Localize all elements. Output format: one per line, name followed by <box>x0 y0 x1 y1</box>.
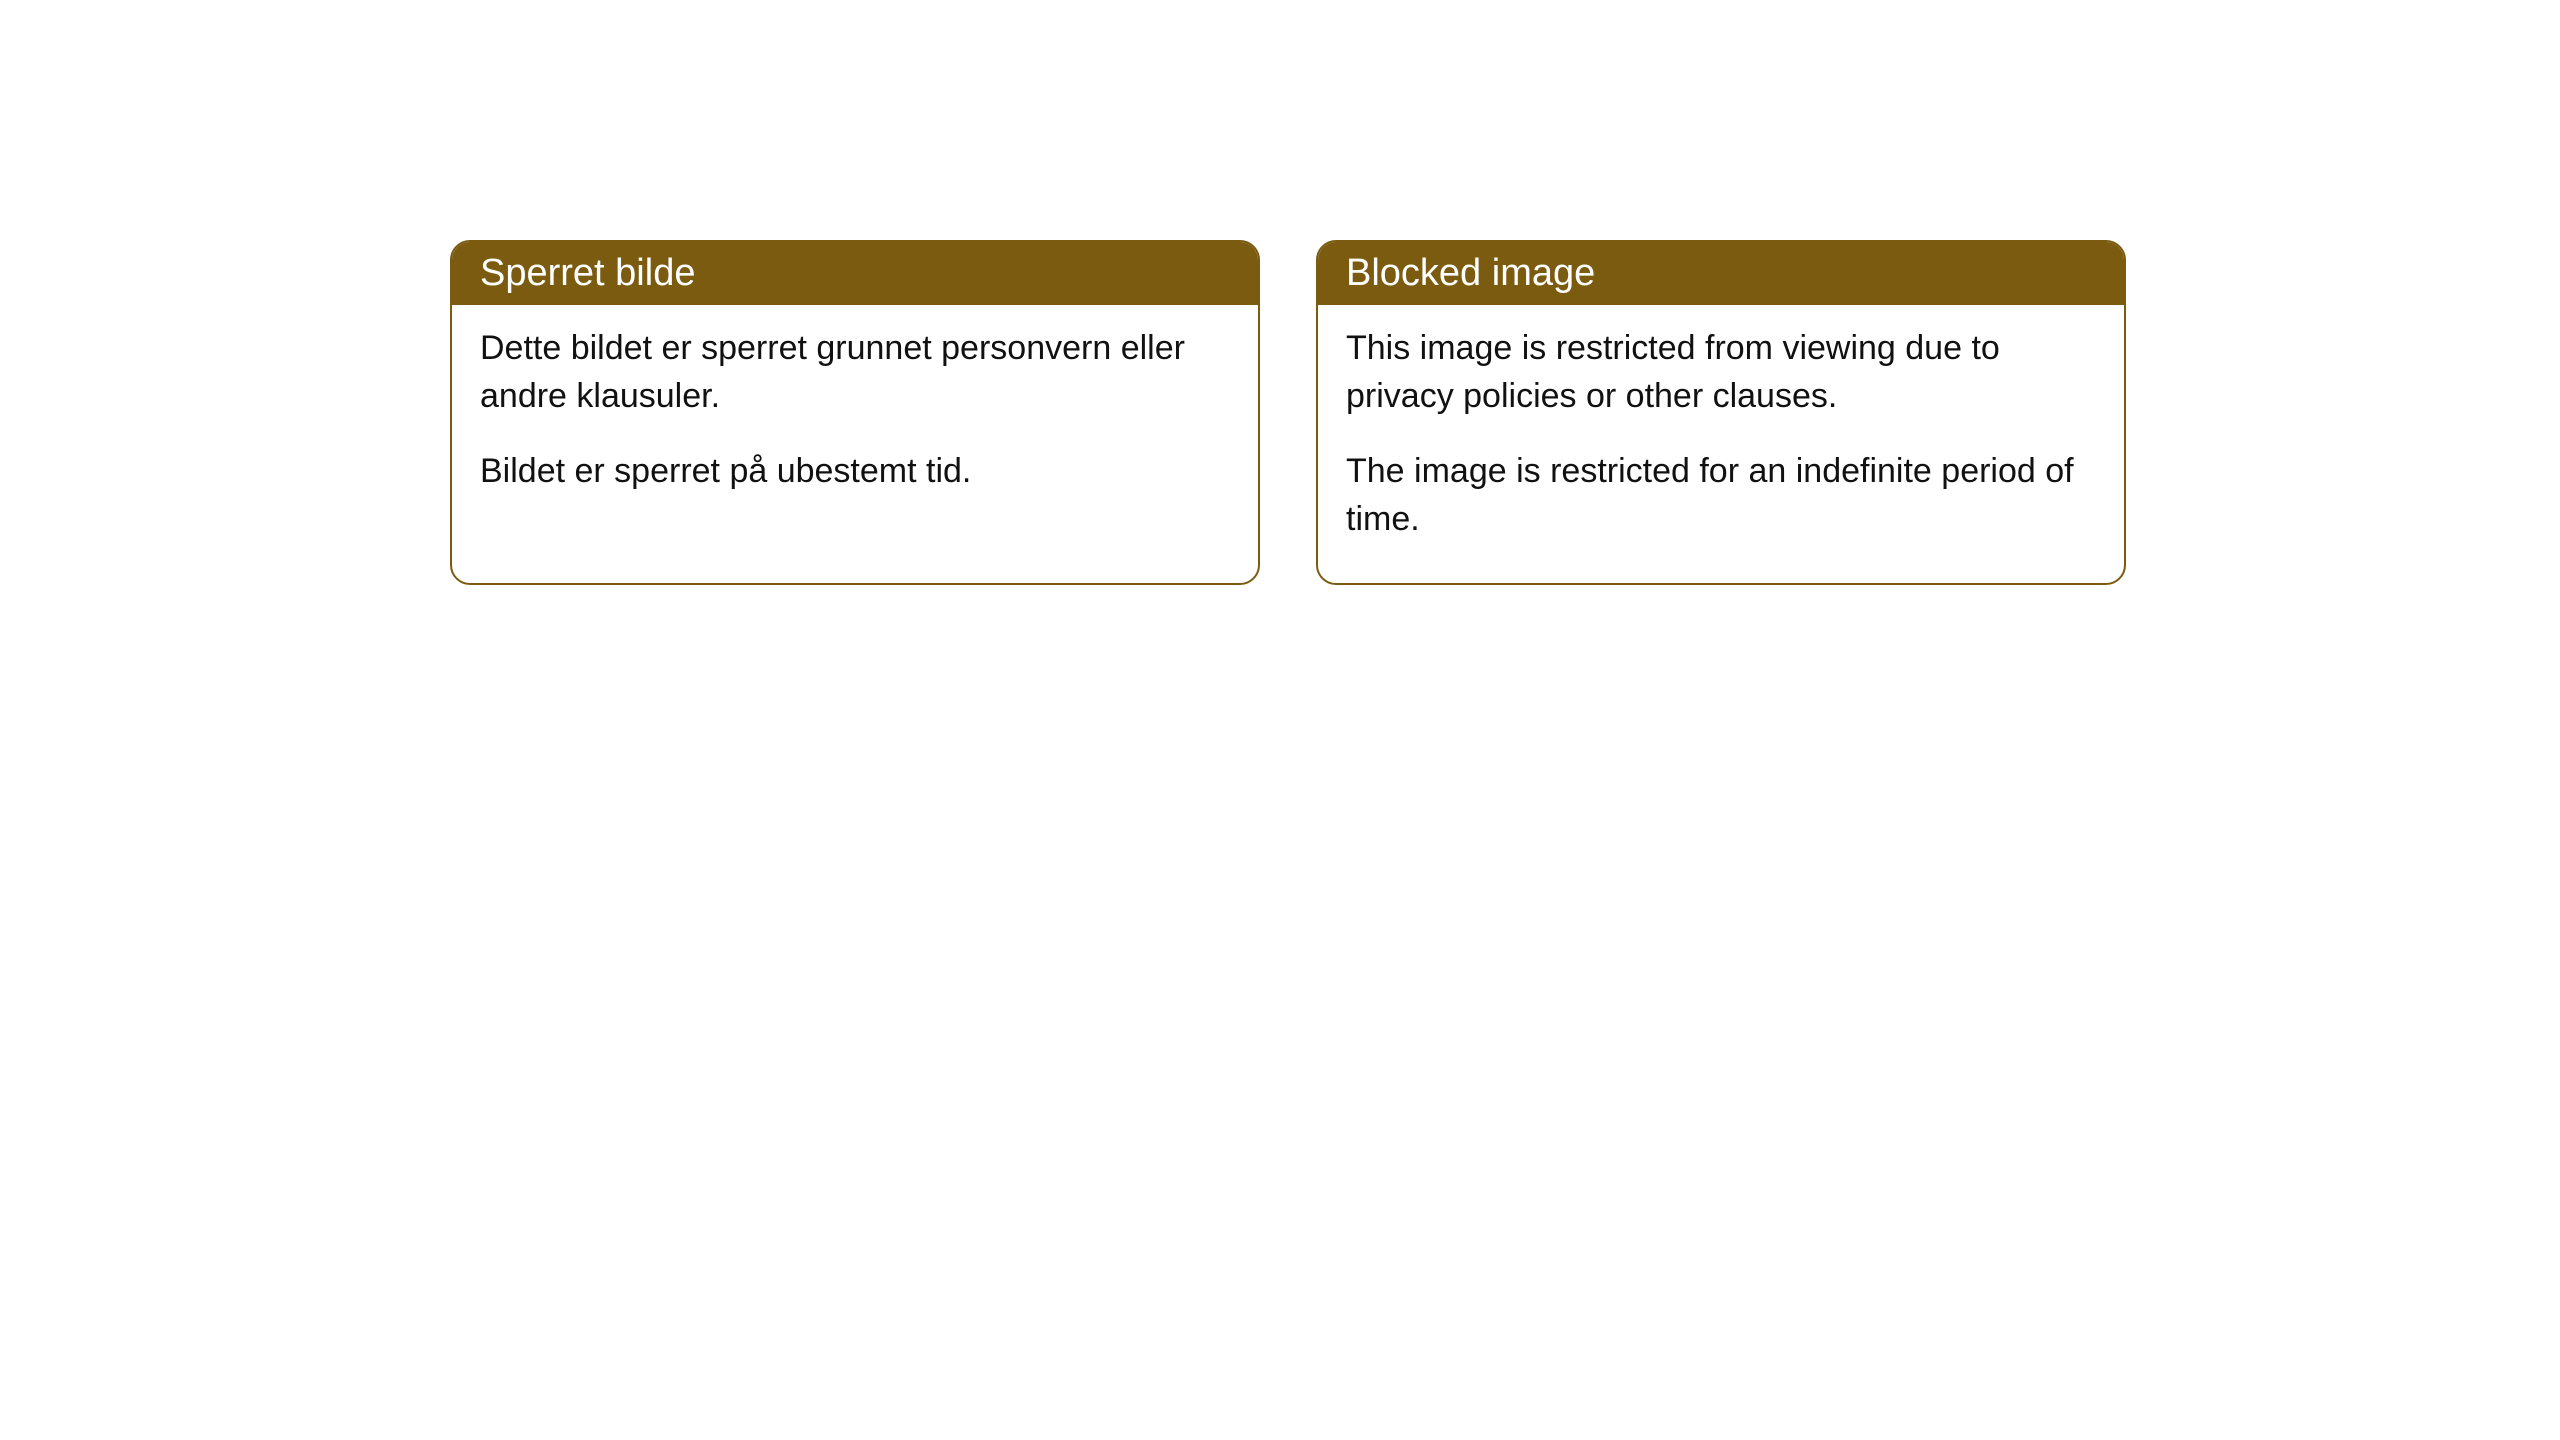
blocked-image-card-norwegian: Sperret bilde Dette bildet er sperret gr… <box>450 240 1260 585</box>
card-title-norwegian: Sperret bilde <box>480 252 695 294</box>
card-body-english: This image is restricted from viewing du… <box>1318 305 2124 583</box>
card-text-english-2: The image is restricted for an indefinit… <box>1346 448 2096 543</box>
card-text-norwegian-2: Bildet er sperret på ubestemt tid. <box>480 448 1230 496</box>
blocked-image-card-english: Blocked image This image is restricted f… <box>1316 240 2126 585</box>
card-header-english: Blocked image <box>1318 242 2124 305</box>
card-text-english-1: This image is restricted from viewing du… <box>1346 325 2096 420</box>
card-header-norwegian: Sperret bilde <box>452 242 1258 305</box>
card-body-norwegian: Dette bildet er sperret grunnet personve… <box>452 305 1258 536</box>
notice-cards-container: Sperret bilde Dette bildet er sperret gr… <box>450 240 2126 585</box>
card-text-norwegian-1: Dette bildet er sperret grunnet personve… <box>480 325 1230 420</box>
card-title-english: Blocked image <box>1346 252 1595 294</box>
